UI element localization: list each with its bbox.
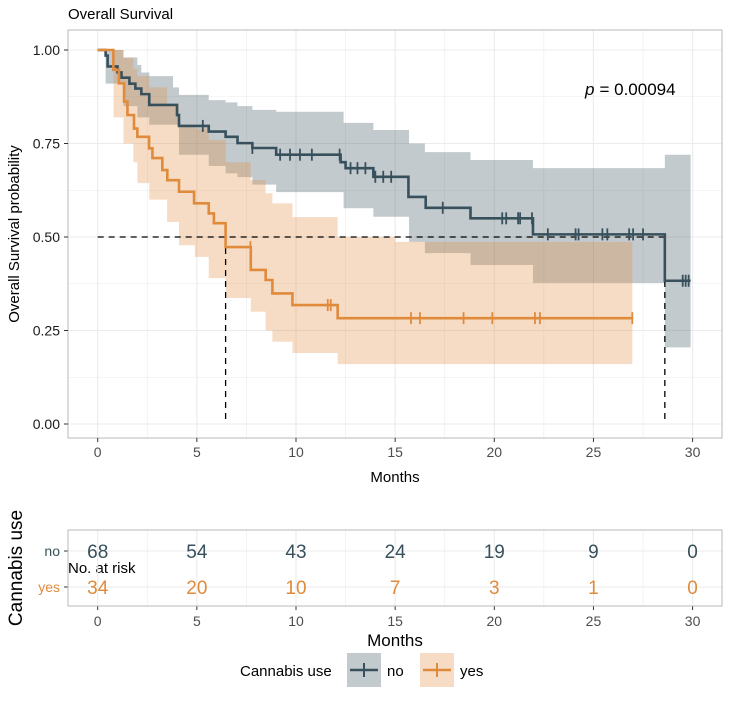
risk-x-tick-label: 5 [193, 613, 201, 629]
risk-count: 20 [186, 578, 207, 599]
legend-label-yes: yes [460, 663, 483, 680]
median-lines [97, 236, 666, 424]
x-tick-label: 10 [288, 444, 304, 460]
y-tick-label: 1.00 [33, 42, 60, 58]
risk-x-tick-label: 30 [685, 613, 701, 629]
x-tick-label: 0 [94, 444, 102, 460]
risk-count: 1 [588, 578, 599, 599]
risk-count: 19 [484, 542, 505, 563]
x-tick-label: 5 [193, 444, 201, 460]
risk-table-title: No. at risk [68, 560, 136, 577]
legend: Cannabis use no yes [240, 653, 483, 687]
y-tick-label: 0.75 [33, 136, 60, 152]
y-tick-label: 0.00 [33, 416, 60, 432]
y-tick-label: 0.25 [33, 323, 60, 339]
survival-curves [97, 48, 691, 325]
x-tick-label: 25 [586, 444, 602, 460]
risk-count: 0 [687, 578, 698, 599]
risk-x-tick-label: 10 [288, 613, 304, 629]
legend-label-no: no [387, 663, 404, 680]
survival-curve-yes [97, 48, 633, 320]
ci-band-no [97, 50, 691, 348]
risk-count: 0 [687, 542, 698, 563]
risk-y-axis-label: Cannabis use [6, 510, 27, 626]
p-value: p = 0.00094 [584, 80, 676, 99]
risk-count: 7 [390, 578, 401, 599]
risk-x-tick-label: 0 [94, 613, 102, 629]
risk-table-border [67, 529, 723, 607]
risk-count: 9 [588, 542, 599, 563]
risk-count: 43 [285, 542, 306, 563]
ci-band-yes [97, 50, 633, 365]
p-symbol: p [584, 80, 594, 99]
confidence-bands [97, 50, 691, 365]
legend-title: Cannabis use [240, 663, 332, 680]
risk-count: 24 [385, 542, 407, 563]
y-axis-label: Overall Survival probability [6, 145, 23, 323]
risk-x-tick-label: 20 [487, 613, 503, 629]
p-value-text: = 0.00094 [599, 80, 675, 99]
risk-x-tick-label: 25 [586, 613, 602, 629]
risk-count: 68 [87, 542, 108, 563]
x-tick-label: 15 [387, 444, 403, 460]
risk-count: 10 [285, 578, 306, 599]
x-tick-label: 30 [685, 444, 701, 460]
risk-count: 54 [186, 542, 208, 563]
risk-row-label-no: no [44, 543, 60, 559]
risk-x-axis-label: Months [367, 631, 423, 650]
chart-title: Overall Survival [68, 6, 173, 23]
axes: 0 5 10 15 20 25 30 0.00 0.25 0.50 0.75 1.00 [33, 42, 701, 460]
survival-curve-no [97, 48, 691, 283]
risk-x-tick-label: 15 [387, 613, 403, 629]
risk-count: 3 [489, 578, 500, 599]
risk-count: 34 [87, 578, 109, 599]
x-tick-label: 20 [487, 444, 503, 460]
risk-row-label-yes: yes [38, 579, 60, 595]
x-axis-label: Months [370, 469, 419, 486]
y-tick-label: 0.50 [33, 229, 60, 245]
